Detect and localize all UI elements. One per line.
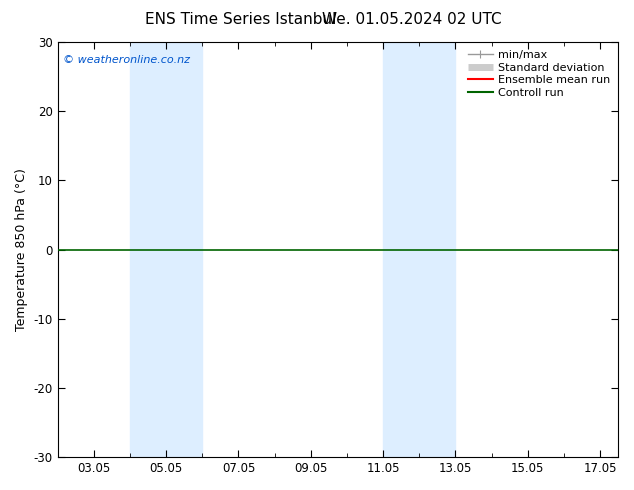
Legend: min/max, Standard deviation, Ensemble mean run, Controll run: min/max, Standard deviation, Ensemble me… [466, 48, 612, 100]
Y-axis label: Temperature 850 hPa (°C): Temperature 850 hPa (°C) [15, 168, 28, 331]
Bar [383, 42, 455, 457]
Bar [130, 42, 202, 457]
Text: ENS Time Series Istanbul: ENS Time Series Istanbul [145, 12, 337, 27]
Text: We. 01.05.2024 02 UTC: We. 01.05.2024 02 UTC [322, 12, 502, 27]
Text: © weatheronline.co.nz: © weatheronline.co.nz [63, 54, 190, 65]
